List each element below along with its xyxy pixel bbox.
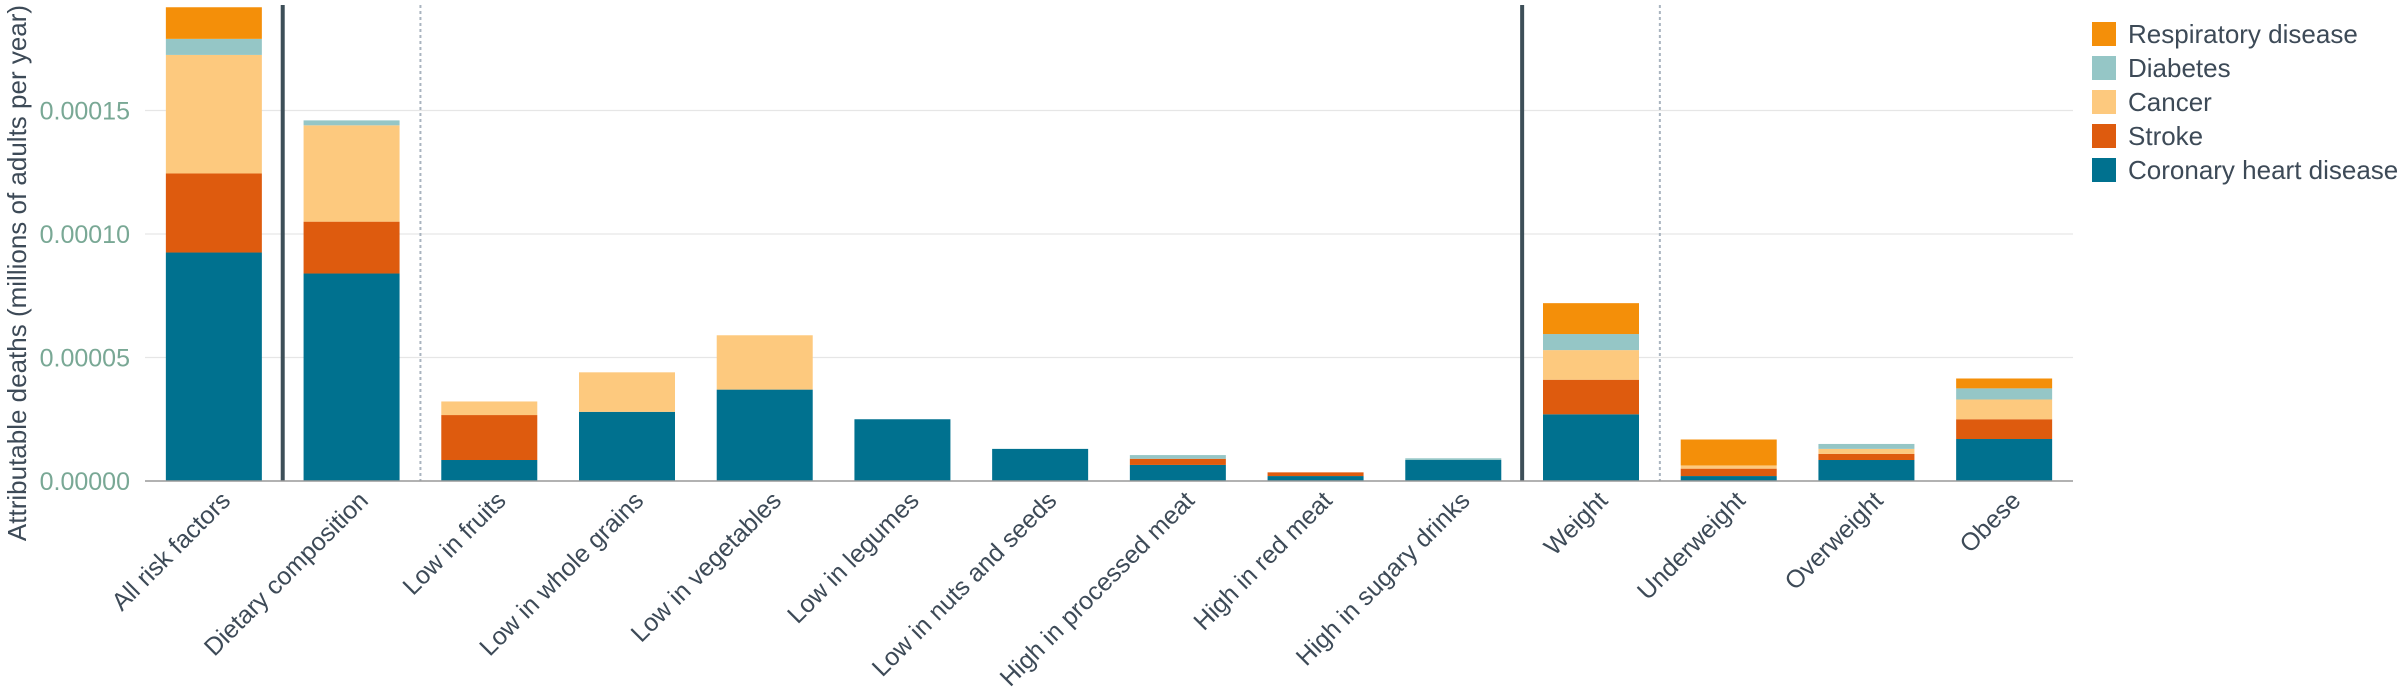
legend-swatch-4	[2092, 158, 2116, 182]
legend-label-0: Respiratory disease	[2128, 19, 2358, 49]
bar-segment-2-1	[441, 415, 538, 461]
legend-label-4: Coronary heart disease	[2128, 155, 2398, 185]
bar-segment-10-1	[1543, 379, 1639, 415]
x-tick-label-2: Low in fruits	[397, 486, 511, 600]
bar-segment-0-0	[165, 252, 262, 481]
bar-segment-13-2	[1956, 399, 2053, 420]
x-tick-label-12: Overweight	[1779, 486, 1888, 595]
bar-segment-0-3	[165, 38, 262, 55]
y-axis-ticks: 0.00000 0.00005 0.00010 0.00015	[40, 98, 130, 497]
group-separators	[280, 5, 1661, 481]
legend-swatch-0	[2092, 22, 2116, 46]
bar-segment-13-3	[1956, 388, 2053, 400]
y-tick-label-1: 0.00005	[40, 345, 130, 373]
x-tick-label-8: High in red meat	[1188, 486, 1338, 636]
bar-segment-13-1	[1956, 419, 2053, 440]
legend-label-1: Diabetes	[2128, 53, 2231, 83]
y-tick-label-3: 0.00015	[40, 98, 130, 126]
bar-segment-13-0	[1956, 439, 2053, 481]
bar-segment-1-1	[303, 221, 400, 274]
bars	[165, 7, 2053, 481]
bar-segment-0-2	[165, 54, 262, 174]
bar-segment-12-2	[1818, 448, 1915, 454]
bar-segment-11-4	[1680, 439, 1777, 466]
bar-segment-9-3	[1405, 458, 1502, 461]
x-tick-label-11: Underweight	[1632, 486, 1751, 605]
bar-segment-1-0	[303, 273, 400, 481]
bar-segment-10-0	[1543, 414, 1639, 481]
bar-segment-1-2	[303, 125, 400, 222]
bar-segment-12-3	[1818, 443, 1915, 449]
bar-segment-12-1	[1818, 453, 1915, 461]
x-tick-label-10: Weight	[1539, 486, 1614, 561]
legend-swatch-2	[2092, 90, 2116, 114]
bar-segment-5-0	[854, 419, 951, 481]
bar-segment-10-3	[1543, 334, 1639, 351]
bar-segment-7-0	[1129, 464, 1226, 481]
y-tick-label-0: 0.00000	[40, 468, 130, 496]
bar-segment-8-1	[1267, 472, 1364, 477]
bar-segment-0-1	[165, 173, 262, 253]
gridlines	[145, 109, 2073, 359]
bar-segment-6-0	[992, 448, 1089, 481]
bar-segment-11-2	[1680, 465, 1777, 469]
bar-segment-2-0	[441, 460, 538, 481]
bar-segment-7-3	[1129, 455, 1226, 459]
bar-segment-10-2	[1543, 350, 1639, 380]
bar-segment-12-0	[1818, 460, 1915, 481]
bar-segment-4-2	[716, 335, 813, 390]
legend-swatch-1	[2092, 56, 2116, 80]
bar-segment-8-0	[1267, 476, 1364, 481]
legend-label-3: Stroke	[2128, 121, 2203, 151]
x-tick-label-0: All risk factors	[106, 486, 236, 616]
bar-segment-10-4	[1543, 303, 1639, 335]
x-tick-label-13: Obese	[1954, 486, 2026, 558]
legend: Respiratory disease Diabetes Cancer Stroke C…	[2092, 19, 2398, 185]
y-tick-label-2: 0.00010	[40, 221, 130, 249]
bar-segment-3-0	[579, 411, 675, 481]
bar-segment-2-2	[441, 401, 538, 416]
x-tick-label-5: Low in legumes	[782, 486, 925, 629]
bar-segment-11-1	[1680, 468, 1777, 477]
bar-segment-1-3	[303, 120, 400, 126]
bar-segment-9-0	[1405, 460, 1502, 481]
bar-segment-13-4	[1956, 378, 2053, 389]
x-tick-label-4: Low in vegetables	[626, 486, 787, 647]
legend-swatch-3	[2092, 124, 2116, 148]
bar-segment-3-2	[579, 372, 675, 412]
bar-segment-0-4	[165, 7, 262, 39]
legend-label-2: Cancer	[2128, 87, 2212, 117]
y-axis-title: Attributable deaths (millions of adults …	[2, 5, 32, 541]
bar-segment-7-1	[1129, 458, 1226, 465]
bar-segment-4-0	[716, 389, 813, 481]
bar-segment-11-0	[1680, 476, 1777, 481]
